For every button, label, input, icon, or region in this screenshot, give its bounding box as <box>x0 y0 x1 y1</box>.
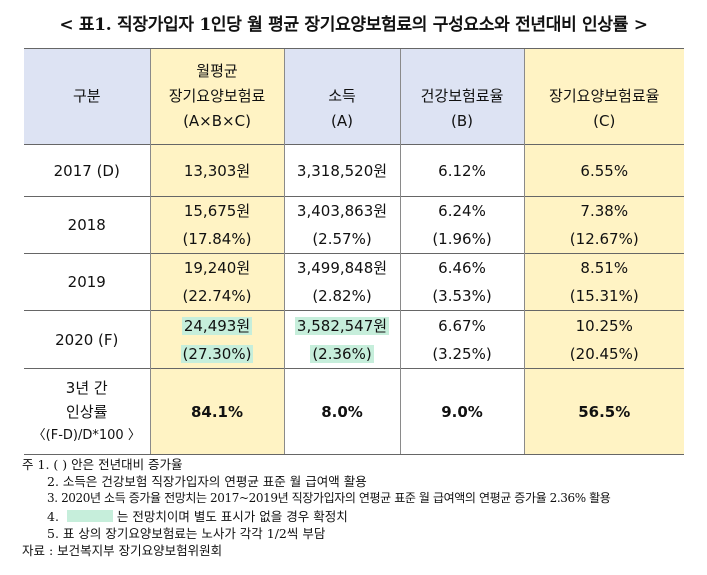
header-ltc-rate: 장기요양보험료율 (C) <box>523 48 684 145</box>
income-cell: 3,582,547원 (2.36%) <box>283 310 400 369</box>
table-notes: 주 1. ( ) 안은 전년대비 증가율 2. 소득은 건강보험 직장가입자의 … <box>22 456 692 559</box>
projected-highlight: 24,493원 <box>181 316 253 335</box>
projected-highlight: 3,582,547원 <box>294 316 390 335</box>
table-header-row: 구분 월평균 장기요양보험료 (A×B×C) 소득 (A) 건강보험료율 (B)… <box>24 48 684 145</box>
header-income: 소득 (A) <box>283 48 400 145</box>
premium-table: 구분 월평균 장기요양보험료 (A×B×C) 소득 (A) 건강보험료율 (B)… <box>24 48 684 455</box>
source-line: 자료 : 보건복지부 장기요양보험위원회 <box>22 543 223 559</box>
table-row: 2019 19,240원 (22.74%) 3,499,848원 (2.82%) 6… <box>24 253 684 311</box>
ltc-rate-cell: 10.25% (20.45%) <box>523 310 684 369</box>
premium-cell: 15,675원 (17.84%) <box>149 196 284 254</box>
health-rate-cell: 6.46% (3.53%) <box>399 253 524 311</box>
header-category: 구분 <box>24 48 150 145</box>
summary-ltc: 56.5% <box>523 368 684 455</box>
row-label: 2019 <box>24 253 150 311</box>
ltc-rate-cell: 6.55% <box>523 144 684 197</box>
income-cell: 3,318,520원 <box>283 144 400 197</box>
summary-premium: 84.1% <box>149 368 284 455</box>
health-rate-cell: 6.12% <box>399 144 524 197</box>
table-row: 2020 (F) 24,493원 (27.30%) 3,582,547원 (2.… <box>24 310 684 369</box>
header-premium: 월평균 장기요양보험료 (A×B×C) <box>149 48 284 145</box>
projected-highlight: (27.30%) <box>180 344 254 363</box>
ltc-rate-cell: 7.38% (12.67%) <box>523 196 684 254</box>
table-row: 2017 (D) 13,303원 3,318,520원 6.12% 6.55% <box>24 144 684 197</box>
note-line: 2. 소득은 건강보험 직장가입자의 연평균 표준 월 급여액 활용 <box>47 474 367 490</box>
row-label: 2018 <box>24 196 150 254</box>
health-rate-cell: 6.67% (3.25%) <box>399 310 524 369</box>
row-label: 2020 (F) <box>24 310 150 369</box>
summary-row: 3년 간 인상률 〈(F-D)/D*100 〉 84.1% 8.0% 9.0% … <box>24 368 684 455</box>
summary-label: 3년 간 인상률 〈(F-D)/D*100 〉 <box>24 368 150 455</box>
premium-cell: 24,493원 (27.30%) <box>149 310 284 369</box>
row-label: 2017 (D) <box>24 144 150 197</box>
income-cell: 3,403,863원 (2.57%) <box>283 196 400 254</box>
note-line: 3. 2020년 소득 증가율 전망치는 2017~2019년 직장가입자의 연… <box>47 491 611 506</box>
summary-income: 8.0% <box>283 368 400 455</box>
note-line: 5. 표 상의 장기요양보험료는 노사가 각각 1/2씩 부담 <box>47 525 326 541</box>
ltc-rate-cell: 8.51% (15.31%) <box>523 253 684 311</box>
income-cell: 3,499,848원 (2.82%) <box>283 253 400 311</box>
projected-color-swatch <box>66 509 113 522</box>
summary-health: 9.0% <box>399 368 524 455</box>
premium-cell: 13,303원 <box>149 144 284 197</box>
projected-highlight: (2.36%) <box>310 344 374 363</box>
header-health-rate: 건강보험료율 (B) <box>399 48 524 145</box>
note-line: 4. 는 전망치이며 별도 표시가 없을 경우 확정치 <box>47 508 348 524</box>
health-rate-cell: 6.24% (1.96%) <box>399 196 524 254</box>
table-title: < 표1. 직장가입자 1인당 월 평균 장기요양보험료의 구성요소와 전년대비… <box>59 15 648 35</box>
table-row: 2018 15,675원 (17.84%) 3,403,863원 (2.57%) 6… <box>24 196 684 254</box>
premium-cell: 19,240원 (22.74%) <box>149 253 284 311</box>
note-line: 주 1. ( ) 안은 전년대비 증가율 <box>22 457 183 472</box>
